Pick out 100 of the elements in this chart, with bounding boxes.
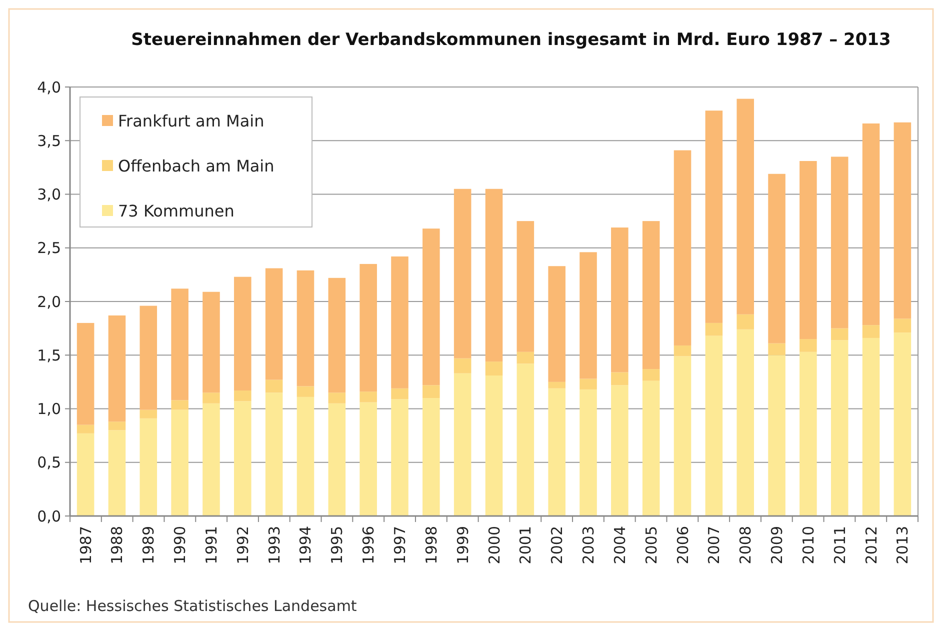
bar <box>830 340 848 516</box>
bar <box>76 433 94 516</box>
bar <box>391 399 408 516</box>
bar <box>611 227 628 372</box>
x-tick-label: 1996 <box>360 526 378 564</box>
bar <box>674 150 692 346</box>
legend-label: Offenbach am Main <box>118 156 274 176</box>
bar <box>830 328 848 340</box>
bar <box>548 388 566 516</box>
x-tick-label: 2009 <box>768 526 786 564</box>
bar <box>76 424 94 434</box>
x-tick-label: 2002 <box>548 526 566 564</box>
bar <box>642 221 660 370</box>
x-tick-label: 1987 <box>76 526 95 564</box>
legend-label: Frankfurt am Main <box>118 112 264 131</box>
x-tick-label: 1992 <box>234 526 252 564</box>
bar <box>516 364 534 516</box>
x-tick-label: 1991 <box>202 526 220 564</box>
bar <box>328 278 346 393</box>
bar <box>642 369 660 381</box>
bar <box>108 422 126 430</box>
bar <box>611 372 628 386</box>
y-tick-label: 2,5 <box>37 239 61 258</box>
bar <box>202 403 220 516</box>
bar <box>705 336 723 516</box>
bar <box>360 264 377 392</box>
y-tick-label: 3,5 <box>37 132 61 150</box>
x-tick-label: 2000 <box>485 526 504 564</box>
bar <box>705 322 723 336</box>
bar <box>768 343 786 356</box>
bar <box>202 292 220 393</box>
x-tick-label: 1998 <box>422 526 440 564</box>
chart-title: Steuereinnahmen der Verbandskommunen insgesamt in Mrd. Euro 1987 – 2013 <box>131 30 891 50</box>
bar <box>485 362 503 376</box>
bar <box>454 358 472 374</box>
bar <box>768 355 786 516</box>
bar <box>862 325 880 338</box>
bar <box>674 356 692 516</box>
y-tick-label: 1,5 <box>37 346 61 364</box>
bar <box>422 228 440 386</box>
bar <box>862 123 880 326</box>
bar <box>296 386 314 397</box>
bar <box>360 402 377 516</box>
bar <box>265 380 283 393</box>
y-tick-label: 0,5 <box>37 454 61 472</box>
bar <box>705 110 723 323</box>
bar <box>108 315 126 422</box>
bar <box>736 329 754 516</box>
bar <box>642 380 660 516</box>
y-tick-label: 4,0 <box>37 78 61 96</box>
bar <box>580 389 597 516</box>
x-tick-label: 1994 <box>296 526 315 564</box>
bar <box>894 332 912 516</box>
bar <box>171 288 188 400</box>
x-tick-label: 1993 <box>265 526 284 564</box>
y-tick-label: 2,0 <box>37 292 61 311</box>
bar <box>360 392 377 402</box>
bar <box>234 276 252 391</box>
bar <box>580 252 597 379</box>
x-tick-label: 2005 <box>642 526 660 564</box>
bar <box>76 322 94 425</box>
bar <box>422 398 440 516</box>
x-tick-label: 1988 <box>108 526 126 564</box>
bar <box>296 270 314 386</box>
x-tick-label: 2011 <box>830 526 849 564</box>
x-tick-label: 1999 <box>454 526 472 564</box>
bar <box>516 221 534 352</box>
bar <box>485 376 503 516</box>
x-tick-label: 1989 <box>140 526 158 564</box>
bar <box>800 161 817 340</box>
y-tick-label: 1,0 <box>37 400 61 418</box>
y-tick-label: 3,0 <box>37 186 61 204</box>
x-tick-label: 2007 <box>705 526 724 564</box>
bar <box>548 382 566 388</box>
bar <box>768 174 786 344</box>
bar <box>894 318 912 333</box>
x-tick-label: 1990 <box>171 526 190 564</box>
bar <box>674 345 692 356</box>
x-tick-label: 2008 <box>736 526 755 564</box>
bar <box>422 385 440 398</box>
bar <box>140 306 158 410</box>
bar <box>485 188 503 362</box>
bar <box>830 156 848 328</box>
bar <box>391 388 408 400</box>
bar <box>140 418 158 516</box>
bar <box>265 268 283 380</box>
bar <box>171 400 188 410</box>
bar <box>800 352 817 516</box>
bar <box>140 410 158 418</box>
bar <box>454 188 472 358</box>
bar <box>202 392 220 404</box>
bar <box>516 352 534 364</box>
bar <box>234 401 252 516</box>
x-tick-label: 2003 <box>580 526 598 564</box>
bar <box>234 390 252 402</box>
source-note: Quelle: Hessisches Statistisches Landesamt <box>28 597 357 615</box>
bar <box>454 373 472 516</box>
bar <box>171 410 188 516</box>
x-tick-label: 2012 <box>862 526 880 564</box>
bar <box>736 98 754 314</box>
